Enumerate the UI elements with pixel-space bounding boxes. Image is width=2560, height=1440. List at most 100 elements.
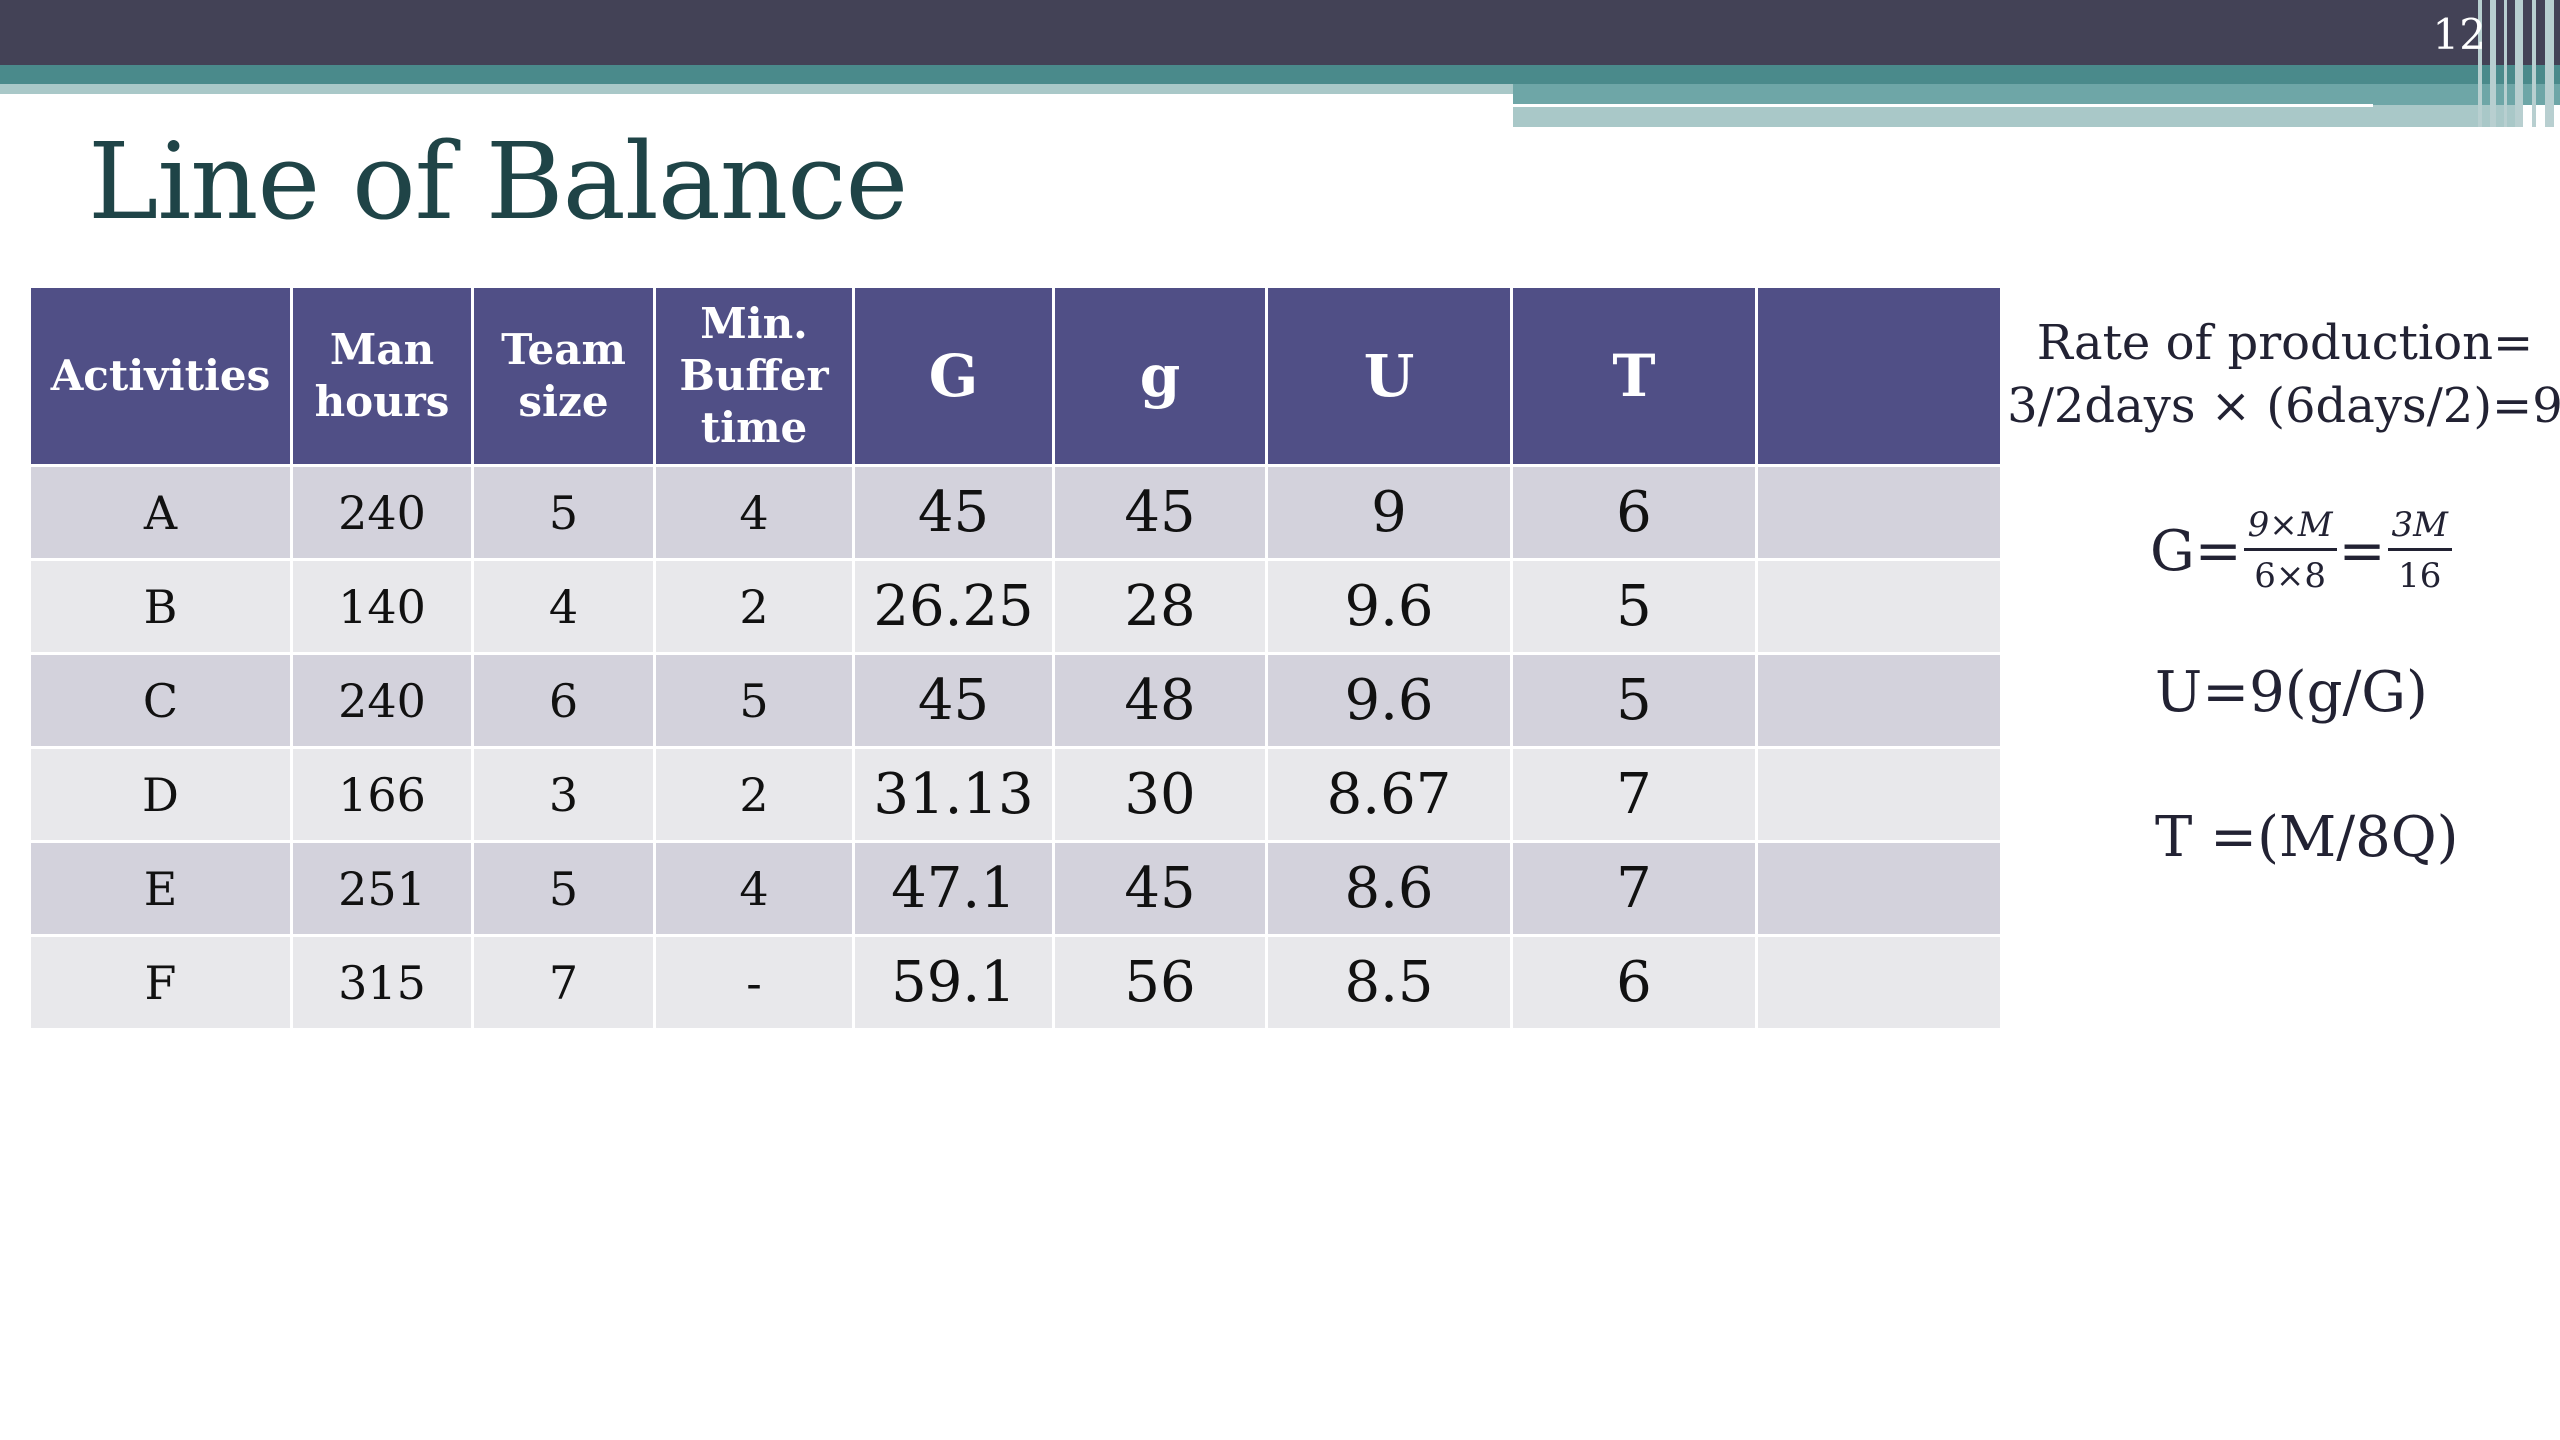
table-cell: 45 (1052, 840, 1268, 937)
table-cell: 56 (1052, 934, 1268, 1031)
header-vertical-stripe (2532, 0, 2536, 127)
g-fraction-1-numerator: 9×M (2243, 502, 2337, 551)
g-fraction-1-denominator: 6×8 (2254, 556, 2326, 596)
table-cell: 9 (1265, 464, 1513, 561)
rate-line-2: 3/2days × (6days/2)=9 (2007, 378, 2560, 434)
table-cell: 7 (471, 934, 656, 1031)
table-cell: 7 (1510, 746, 1758, 843)
table-cell: 9.6 (1265, 558, 1513, 655)
header-accent-stripe-right (1513, 84, 2560, 105)
table-cell (1755, 558, 2003, 655)
rate-of-production-note: Rate of production= 3/2days × (6days/2)=… (2005, 312, 2560, 438)
column-header: Activities (28, 285, 293, 467)
slide-number: 12 (2432, 10, 2486, 59)
table-cell: 4 (653, 464, 855, 561)
table-cell: 8.67 (1265, 746, 1513, 843)
table-row: F 315 7-59.1 56 8.5 6 (28, 934, 2003, 1031)
table-cell: 31.13 (852, 746, 1055, 843)
line-of-balance-table: Activities Man hours Team size Min. Buffer … (28, 285, 2003, 1031)
table-cell: 2 (653, 746, 855, 843)
header-vertical-stripe (2490, 0, 2496, 127)
table-cell: 4 (471, 558, 656, 655)
slide-title: Line of Balance (88, 120, 908, 243)
table-cell: 45 (1052, 464, 1268, 561)
column-header: g (1052, 285, 1268, 467)
table-cell: 5 (653, 652, 855, 749)
table-cell: 6 (1510, 464, 1758, 561)
table-cell: 8.6 (1265, 840, 1513, 937)
table-header-row: Activities Man hours Team size Min. Buffer … (28, 285, 2003, 467)
header-accent-stripe (0, 84, 1513, 94)
header-divider-line (1513, 104, 2373, 107)
table-row: B 140 4 2 26.25 28 9.6 5 (28, 558, 2003, 655)
table-cell: 5 (471, 464, 656, 561)
table-cell: 59.1 (852, 934, 1055, 1031)
table-cell: D (28, 746, 293, 843)
column-header: U (1265, 285, 1513, 467)
column-header: Man hours (290, 285, 474, 467)
header-vertical-stripe (2478, 0, 2482, 127)
table-cell (1755, 934, 2003, 1031)
table-body: A 240 5 4 45 45 9 6 B 140 4 2 26.25 28 9.6 5 C 240 6 5 45 48 9… (28, 464, 2003, 1031)
header-vertical-stripe (2515, 0, 2523, 127)
table-cell (1755, 464, 2003, 561)
rate-line-1: Rate of production= (2036, 315, 2534, 371)
g-formula: G= 9×M 6×8 = 3M 16 (2150, 502, 2454, 601)
column-header: G (852, 285, 1055, 467)
g-fraction-1: 9×M 6×8 (2243, 502, 2337, 601)
table-cell: 2 (653, 558, 855, 655)
header-bar (0, 0, 2560, 65)
table-cell: E (28, 840, 293, 937)
table-cell: F (28, 934, 293, 1031)
table-cell: 28 (1052, 558, 1268, 655)
table-cell: 166 (290, 746, 474, 843)
table-cell: - (653, 934, 855, 1031)
table-cell: 6 (1510, 934, 1758, 1031)
table-row: E 251 5 4 47.1 45 8.6 7 (28, 840, 2003, 937)
table-cell: A (28, 464, 293, 561)
table-cell: 8.5 (1265, 934, 1513, 1031)
table-cell: 7 (1510, 840, 1758, 937)
header-vertical-stripe (2545, 0, 2554, 127)
table-cell: 240 (290, 464, 474, 561)
table-cell: 45 (852, 652, 1055, 749)
table-cell: 26.25 (852, 558, 1055, 655)
table-row: D 166 3 2 31.13 30 8.67 7 (28, 746, 2003, 843)
g-fraction-2: 3M 16 (2387, 502, 2452, 601)
column-header: T (1510, 285, 1758, 467)
header-accent-stripe-right-lower (1513, 105, 2520, 127)
g-formula-prefix: G= (2150, 519, 2242, 584)
table-cell (1755, 746, 2003, 843)
u-formula: U=9(g/G) (2155, 660, 2428, 725)
g-formula-equals: = (2338, 519, 2386, 584)
table-cell: 47.1 (852, 840, 1055, 937)
table-cell: 251 (290, 840, 474, 937)
column-header: Team size (471, 285, 656, 467)
t-formula: T =(M/8Q) (2155, 805, 2459, 870)
header-vertical-stripe (2504, 0, 2507, 127)
table-cell: 5 (471, 840, 656, 937)
table-cell: 30 (1052, 746, 1268, 843)
g-fraction-2-denominator: 16 (2398, 556, 2442, 596)
column-header (1755, 285, 2003, 467)
table-cell: 9.6 (1265, 652, 1513, 749)
table-cell: 315 (290, 934, 474, 1031)
table-cell: B (28, 558, 293, 655)
table-cell: 5 (1510, 652, 1758, 749)
header-accent-bar (0, 65, 2560, 84)
table-cell: 240 (290, 652, 474, 749)
table-cell: 140 (290, 558, 474, 655)
table-cell: 6 (471, 652, 656, 749)
table-cell: 45 (852, 464, 1055, 561)
table-cell: 48 (1052, 652, 1268, 749)
table-cell: C (28, 652, 293, 749)
column-header: Min. Buffer time (653, 285, 855, 467)
table-cell (1755, 652, 2003, 749)
table-cell: 3 (471, 746, 656, 843)
table-row: C 240 6 5 45 48 9.6 5 (28, 652, 2003, 749)
table-cell: 5 (1510, 558, 1758, 655)
table-cell: 4 (653, 840, 855, 937)
table-row: A 240 5 4 45 45 9 6 (28, 464, 2003, 561)
g-fraction-2-numerator: 3M (2387, 502, 2452, 551)
table-cell (1755, 840, 2003, 937)
